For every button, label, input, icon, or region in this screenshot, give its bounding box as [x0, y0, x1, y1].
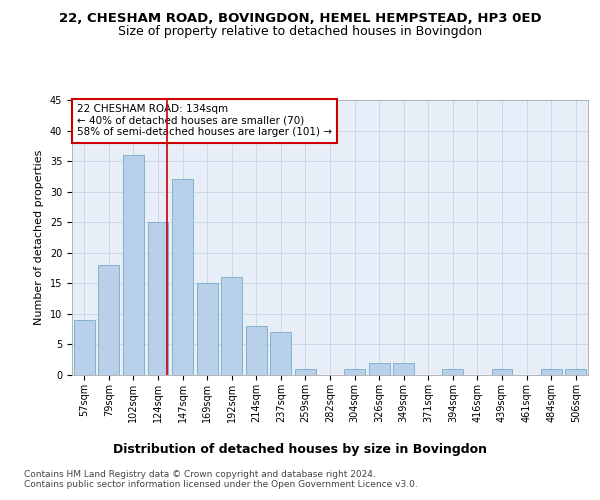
Bar	[123, 155, 144, 375]
Bar	[368, 363, 389, 375]
Bar	[197, 284, 218, 375]
Bar	[565, 369, 586, 375]
Bar	[172, 180, 193, 375]
Bar	[442, 369, 463, 375]
Bar	[246, 326, 267, 375]
Text: Size of property relative to detached houses in Bovingdon: Size of property relative to detached ho…	[118, 25, 482, 38]
Text: 22, CHESHAM ROAD, BOVINGDON, HEMEL HEMPSTEAD, HP3 0ED: 22, CHESHAM ROAD, BOVINGDON, HEMEL HEMPS…	[59, 12, 541, 26]
Bar	[148, 222, 169, 375]
Bar	[541, 369, 562, 375]
Bar	[271, 332, 292, 375]
Bar	[74, 320, 95, 375]
Bar	[393, 363, 414, 375]
Bar	[221, 277, 242, 375]
Bar	[98, 265, 119, 375]
Text: 22 CHESHAM ROAD: 134sqm
← 40% of detached houses are smaller (70)
58% of semi-de: 22 CHESHAM ROAD: 134sqm ← 40% of detache…	[77, 104, 332, 138]
Text: Distribution of detached houses by size in Bovingdon: Distribution of detached houses by size …	[113, 442, 487, 456]
Text: Contains HM Land Registry data © Crown copyright and database right 2024.
Contai: Contains HM Land Registry data © Crown c…	[24, 470, 418, 490]
Bar	[491, 369, 512, 375]
Bar	[344, 369, 365, 375]
Y-axis label: Number of detached properties: Number of detached properties	[34, 150, 44, 325]
Bar	[295, 369, 316, 375]
